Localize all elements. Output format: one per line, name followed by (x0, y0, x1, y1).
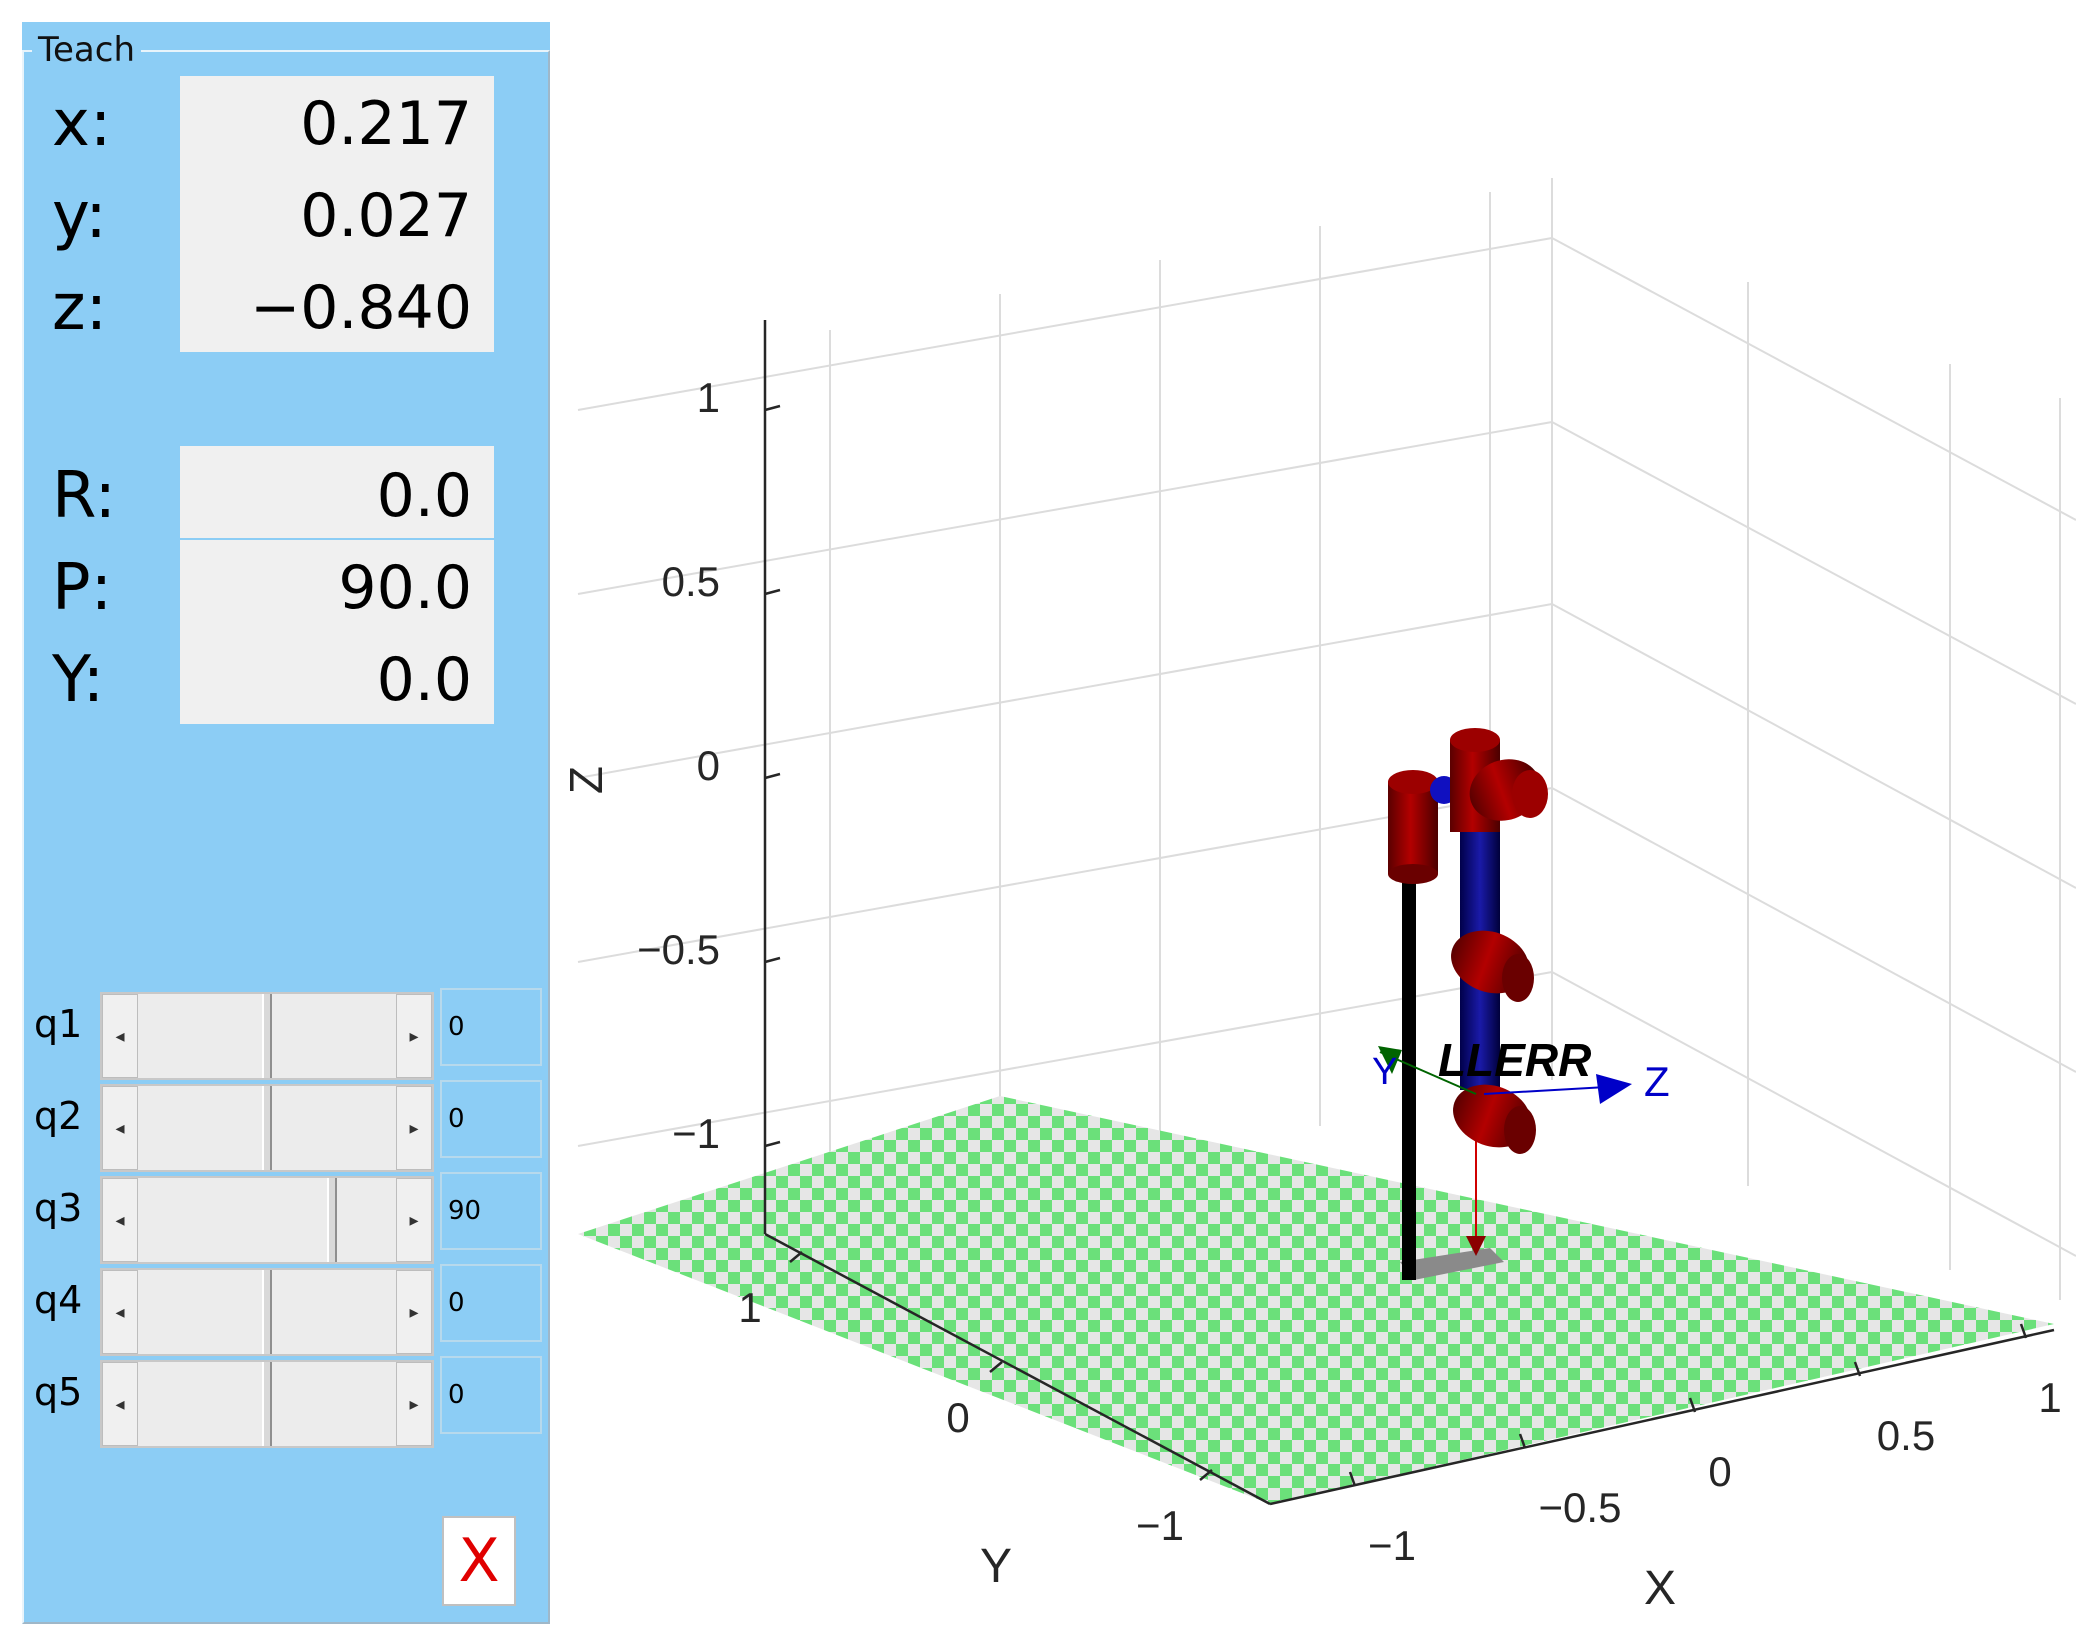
roll-value: 0.0 (376, 461, 472, 531)
slider-track[interactable] (138, 1270, 396, 1354)
joint-row-q4: q4 ◂ ▸ 0 (22, 1264, 550, 1358)
robot-joint-cap (1388, 770, 1438, 794)
joint-value-input[interactable]: 0 (440, 1356, 542, 1434)
joint-row-q1: q1 ◂ ▸ 0 (22, 988, 550, 1082)
yaw-value: 0.0 (376, 645, 472, 715)
robot-name-label: LLERR (1438, 1034, 1591, 1086)
robot-joint-cap (1512, 770, 1548, 818)
z-tick-label: 1 (697, 374, 720, 421)
joint-label: q1 (34, 1002, 83, 1046)
frame-y-label: Y (1372, 1051, 1397, 1093)
x-tick-label: 1 (2038, 1374, 2061, 1421)
position-readout (180, 76, 494, 352)
slider-thumb[interactable] (262, 1270, 272, 1354)
orientation-divider (180, 538, 494, 540)
end-effector-tip (1466, 1236, 1486, 1256)
y-value: 0.027 (300, 181, 472, 251)
robot-joint-cap (1504, 1106, 1536, 1154)
robot-joint-cap (1388, 864, 1438, 884)
slider-track[interactable] (138, 994, 396, 1078)
slider-right-arrow-icon[interactable]: ▸ (396, 1178, 432, 1262)
teach-panel: Teach x: 0.217 y: 0.027 z: −0.840 R: 0.0… (22, 22, 550, 1624)
z-value: −0.840 (249, 273, 472, 343)
pitch-value: 90.0 (338, 553, 472, 623)
slider-right-arrow-icon[interactable]: ▸ (396, 1362, 432, 1446)
joint-label: q3 (34, 1186, 83, 1230)
x-tick-label: −0.5 (1539, 1484, 1622, 1531)
x-tick-label: 0 (1708, 1448, 1731, 1495)
joint-value-input[interactable]: 0 (440, 1264, 542, 1342)
z-tick-label: 0 (697, 742, 720, 789)
y-tick-label: 0 (946, 1394, 969, 1441)
joint-label: q4 (34, 1278, 83, 1322)
joint-row-q3: q3 ◂ ▸ 90 (22, 1172, 550, 1266)
joint-slider-q1[interactable]: ◂ ▸ (100, 992, 434, 1080)
frame-z-arrowhead (1596, 1074, 1632, 1104)
plot-area[interactable]: 1 0.5 0 −0.5 −1 Z 1 0 −1 Y −1 (560, 0, 2076, 1642)
robot-base-pole (1402, 860, 1416, 1280)
orientation-readout (180, 446, 494, 724)
y-label: y: (52, 179, 107, 253)
yaw-label: Y: (52, 643, 105, 717)
z-tick-label: 0.5 (662, 558, 720, 605)
slider-left-arrow-icon[interactable]: ◂ (102, 994, 138, 1078)
x-label: x: (52, 87, 112, 161)
joint-slider-q4[interactable]: ◂ ▸ (100, 1268, 434, 1356)
roll-label: R: (52, 459, 117, 533)
z-tick-label: −0.5 (637, 926, 720, 973)
joint-value-input[interactable]: 0 (440, 988, 542, 1066)
joint-value-input[interactable]: 90 (440, 1172, 542, 1250)
grid-lines (577, 178, 2076, 1300)
robot-model[interactable]: Y Z LLERR (1372, 728, 1670, 1280)
y-axis-label: Y (980, 1540, 1012, 1593)
robot-joint-cylinder (1388, 782, 1438, 874)
y-tick-marks (789, 1251, 1213, 1481)
slider-thumb[interactable] (262, 1086, 272, 1170)
slider-left-arrow-icon[interactable]: ◂ (102, 1270, 138, 1354)
pitch-label: P: (52, 551, 113, 625)
x-axis-label: X (1644, 1562, 1676, 1615)
joint-label: q5 (34, 1370, 83, 1414)
slider-track[interactable] (138, 1178, 396, 1262)
slider-left-arrow-icon[interactable]: ◂ (102, 1178, 138, 1262)
z-axis-label: Z (560, 766, 612, 794)
robot-joint-cap (1502, 954, 1534, 1002)
joint-slider-q3[interactable]: ◂ ▸ (100, 1176, 434, 1264)
z-label: z: (52, 271, 108, 345)
joint-value-input[interactable]: 0 (440, 1080, 542, 1158)
x-tick-label: −1 (1368, 1522, 1416, 1569)
slider-right-arrow-icon[interactable]: ▸ (396, 1270, 432, 1354)
slider-thumb[interactable] (262, 994, 272, 1078)
joint-slider-q5[interactable]: ◂ ▸ (100, 1360, 434, 1448)
slider-right-arrow-icon[interactable]: ▸ (396, 994, 432, 1078)
frame-z-label: Z (1644, 1058, 1670, 1105)
y-tick-label: −1 (1136, 1502, 1184, 1549)
x-value: 0.217 (300, 89, 472, 159)
x-tick-label: 0.5 (1877, 1412, 1935, 1459)
robot-base-shadow (1400, 1248, 1504, 1280)
slider-track[interactable] (138, 1086, 396, 1170)
x-tick-marks (1348, 1323, 2028, 1487)
y-tick-label: 1 (738, 1284, 761, 1331)
checkered-floor (578, 1096, 2054, 1504)
joint-row-q5: q5 ◂ ▸ 0 (22, 1356, 550, 1450)
robot-3d-axes[interactable]: 1 0.5 0 −0.5 −1 Z 1 0 −1 Y −1 (560, 0, 2076, 1642)
slider-left-arrow-icon[interactable]: ◂ (102, 1086, 138, 1170)
panel-title: Teach (32, 30, 141, 70)
slider-track[interactable] (138, 1362, 396, 1446)
frame-y-arrowhead (1378, 1046, 1402, 1074)
joint-slider-q2[interactable]: ◂ ▸ (100, 1084, 434, 1172)
slider-right-arrow-icon[interactable]: ▸ (396, 1086, 432, 1170)
robot-joint-cap (1450, 728, 1500, 752)
close-button[interactable]: X (442, 1516, 516, 1606)
slider-thumb[interactable] (327, 1178, 337, 1262)
joint-label: q2 (34, 1094, 83, 1138)
z-tick-marks (764, 404, 781, 1148)
joint-row-q2: q2 ◂ ▸ 0 (22, 1080, 550, 1174)
slider-left-arrow-icon[interactable]: ◂ (102, 1362, 138, 1446)
z-tick-label: −1 (672, 1110, 720, 1157)
slider-thumb[interactable] (262, 1362, 272, 1446)
